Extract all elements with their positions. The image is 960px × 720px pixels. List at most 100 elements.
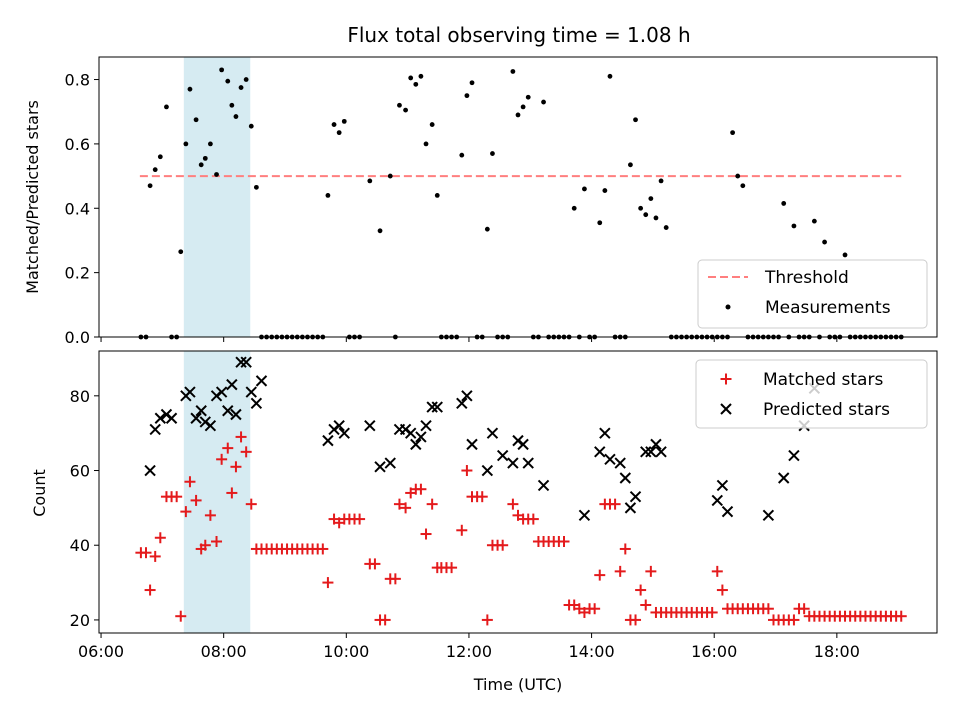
matched-point [481,614,493,626]
legend-measurements-marker [725,304,731,310]
predicted-point [522,457,534,469]
predicted-point [599,427,611,439]
matched-point [199,539,211,551]
measurement-point [403,107,408,113]
matched-point [389,573,401,585]
matched-point [446,562,458,574]
measurement-point [214,172,219,177]
matched-point [420,528,432,540]
matched-point [190,494,202,506]
predicted-point [456,397,468,409]
top-axes: 0.0 0.2 0.4 0.6 0.8 [65,56,938,347]
bottom-legend-box [695,359,928,429]
matched-point [630,614,642,626]
measurement-point [515,112,521,118]
top-panel: 0.00.20.40.60.8 Matched/Predicted stars … [23,56,938,347]
matched-point [895,610,907,622]
predicted-point [154,412,167,424]
matched-point [245,498,257,510]
matched-point [393,498,405,510]
predicted-point [184,386,196,398]
top-measurement-points [138,67,904,340]
measurement-point [510,69,516,74]
measurement-point [331,122,337,127]
predicted-point [165,412,178,424]
predicted-point [384,457,396,469]
measurement-point [341,118,347,124]
matched-point [369,558,381,570]
predicted-point [240,356,252,368]
matched-point [527,513,539,525]
predicted-point [655,446,667,458]
measurement-point [653,215,659,221]
predicted-point [338,427,350,439]
predicted-point [226,378,238,391]
measurement-point [164,104,169,110]
measurement-point [459,152,465,158]
measurement-point [571,205,577,211]
matched-point [140,547,152,559]
top-y-tick-label: 0.6 [65,135,90,154]
measurement-point [822,239,827,245]
matched-point [322,577,334,589]
predicted-point [190,412,202,424]
legend-predicted-label: Predicted stars [763,400,890,420]
top-highlight-span [183,57,251,337]
bottom-panel: 20 40 60 80 06:00 08:00 10:00 12:00 14:00 16:00 18… [30,350,938,694]
matched-point [711,565,723,577]
bottom-axes-frame [98,350,938,634]
matched-point [798,603,810,615]
bottom-y-tick-label: 20 [70,611,90,630]
matched-point [788,614,800,626]
bottom-x-tick-label: 08:00 [201,642,247,661]
measurement-point [367,178,373,184]
chart-title: Flux total observing time = 1.08 h [347,23,690,47]
measurement-point [791,223,797,229]
measurement-point [336,130,342,136]
top-legend: Threshold Measurements [697,259,928,329]
bottom-x-tick-label: 12:00 [446,642,492,661]
predicted-point [466,438,478,451]
predicted-point [711,494,723,507]
measurement-point [842,252,848,258]
top-y-axis-label: Matched/Predicted stars [23,100,42,294]
predicted-point [204,419,217,432]
predicted-point [619,472,632,484]
measurement-point [541,99,546,105]
predicted-point [507,457,519,469]
legend-threshold-label: Threshold [764,268,849,288]
predicted-point [230,408,242,421]
measurement-point [525,94,531,100]
measurement-point [408,75,414,81]
measurement-point [658,178,664,184]
predicted-point [255,375,268,387]
matched-point [354,513,366,525]
predicted-point [420,419,432,432]
predicted-point [788,449,800,462]
measurement-point [484,226,490,232]
bottom-x-tick-label: 18:00 [814,642,860,661]
measurement-point [193,117,199,123]
matched-point [144,584,156,596]
measurement-point [735,173,741,179]
predicted-point [481,464,494,477]
x-axis-label: Time (UTC) [473,675,562,694]
matched-point [415,483,427,495]
predicted-point [496,449,509,462]
measurement-point [648,196,654,202]
bottom-points [135,356,907,626]
top-y-tick-label: 0.8 [65,71,90,90]
predicted-point [721,505,734,518]
bottom-y-tick-label: 80 [70,387,90,406]
measurement-point [187,86,193,92]
measurement-point [740,183,746,189]
predicted-point [245,386,257,398]
matched-point [317,543,329,555]
measurement-point [147,183,153,189]
matched-point [762,603,774,615]
measurement-point [229,102,235,108]
top-y-tick-label: 0.2 [65,264,90,283]
predicted-point [762,509,775,522]
predicted-point [517,438,529,451]
